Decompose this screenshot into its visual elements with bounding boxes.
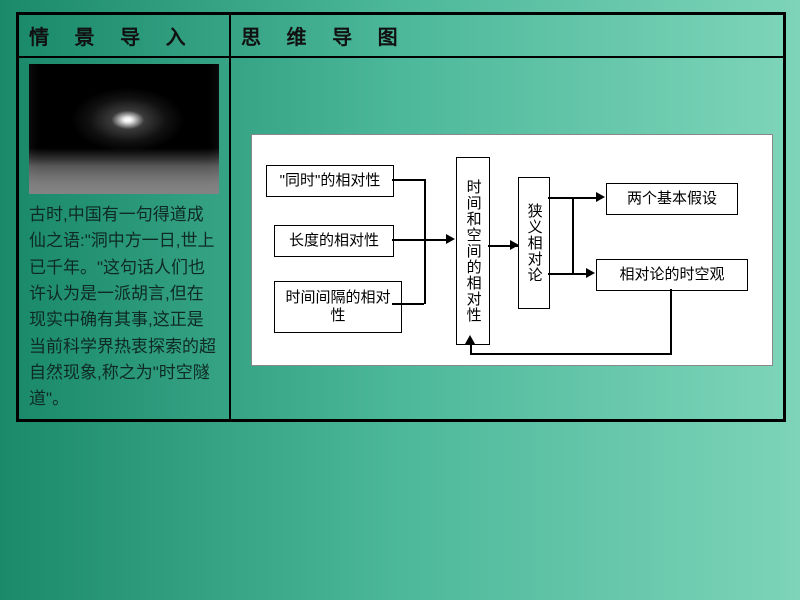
content-table: 情 景 导 入 思 维 导 图 古时,中国有一句得道成仙之语:"洞中方一日,世上… — [16, 12, 786, 422]
node-n5: 相对论的时空观 — [596, 259, 748, 291]
edge-16 — [470, 353, 670, 355]
edge-0 — [392, 179, 424, 181]
edge-1 — [424, 179, 426, 239]
edge-10 — [548, 273, 572, 275]
node-n3: 时间间隔的相对性 — [274, 281, 402, 333]
edge-4 — [424, 239, 426, 304]
scenario-cell: 古时,中国有一句得道成仙之语:"洞中方一日,世上已千年。"这句话人们也许认为是一… — [18, 57, 231, 420]
edge-13 — [572, 273, 586, 275]
node-c1: 时间和空间的相对性 — [456, 157, 490, 345]
tunnel-image — [29, 64, 219, 194]
mindmap-cell: "同时"的相对性长度的相对性时间间隔的相对性 时间和空间的相对性狭义相对论 两个基本… — [230, 57, 785, 420]
node-c2: 狭义相对论 — [518, 177, 550, 309]
edge-9 — [572, 197, 574, 275]
node-n4: 两个基本假设 — [606, 183, 738, 215]
edge-5 — [446, 234, 455, 244]
edge-2 — [392, 239, 446, 241]
header-left: 情 景 导 入 — [18, 14, 231, 58]
edge-14 — [586, 268, 595, 278]
edge-3 — [392, 303, 424, 305]
edge-18 — [465, 335, 475, 344]
edge-7 — [510, 240, 519, 250]
scenario-text: 古时,中国有一句得道成仙之语:"洞中方一日,世上已千年。"这句话人们也许认为是一… — [29, 202, 219, 413]
edge-12 — [596, 192, 605, 202]
node-n1: "同时"的相对性 — [266, 165, 394, 197]
header-right: 思 维 导 图 — [230, 14, 785, 58]
edge-11 — [572, 197, 596, 199]
node-n2: 长度的相对性 — [274, 225, 394, 257]
mindmap-diagram: "同时"的相对性长度的相对性时间间隔的相对性 时间和空间的相对性狭义相对论 两个基本… — [251, 134, 773, 366]
edge-8 — [548, 197, 572, 199]
edge-17 — [670, 289, 672, 355]
